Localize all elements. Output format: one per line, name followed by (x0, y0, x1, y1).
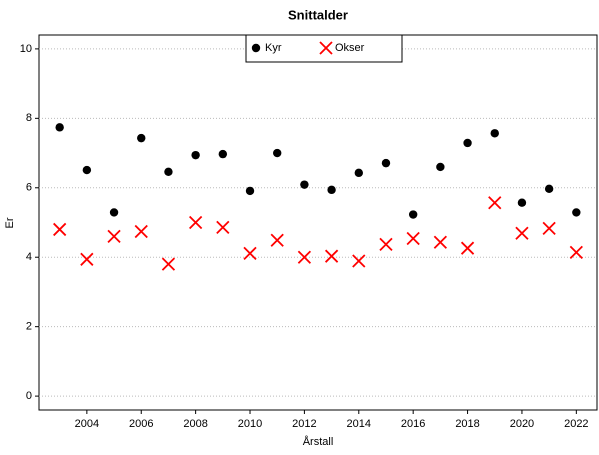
point (381, 158, 391, 168)
point (191, 150, 200, 160)
point (572, 208, 581, 217)
point (134, 224, 148, 239)
x-axis-label: Årstall (303, 435, 334, 448)
point (433, 235, 448, 249)
legend-label: Kyr (265, 42, 282, 54)
y-tick-label: 6 (26, 182, 32, 194)
x-tick-label: 2016 (401, 418, 425, 430)
x-tick-label: 2012 (292, 418, 316, 430)
plot-frame (38, 34, 598, 411)
chart-title: Snittalder (288, 7, 348, 22)
point (245, 186, 255, 196)
point (544, 184, 554, 194)
point (352, 254, 366, 268)
point (188, 215, 203, 230)
y-tick-label: 8 (26, 112, 32, 124)
x-tick-label: 2006 (129, 418, 153, 430)
point (408, 210, 418, 219)
point (460, 241, 475, 255)
point (300, 180, 309, 189)
point (243, 246, 257, 261)
point (80, 252, 94, 266)
point (107, 229, 121, 244)
y-tick-label: 10 (20, 43, 32, 55)
y-tick-label: 4 (26, 251, 32, 263)
x-tick-label: 2010 (238, 418, 262, 430)
x-tick-label: 2014 (347, 418, 371, 430)
point (109, 208, 119, 217)
point (379, 237, 393, 252)
point (327, 185, 336, 195)
y-axis-label: Er (4, 217, 16, 228)
point (406, 231, 420, 246)
legend-label: Okser (335, 42, 365, 54)
legend-box (245, 34, 403, 63)
legend-marker (251, 43, 261, 53)
point (216, 220, 230, 234)
point (490, 129, 499, 138)
point (517, 198, 527, 207)
point (161, 257, 176, 271)
x-tick-label: 2008 (183, 418, 207, 430)
point (55, 123, 64, 132)
x-tick-label: 2022 (564, 418, 588, 430)
point (436, 162, 445, 172)
point (297, 250, 312, 264)
point (137, 133, 146, 143)
point (488, 196, 502, 210)
point (273, 148, 282, 158)
legend-marker (319, 41, 333, 55)
point (354, 168, 363, 178)
point (515, 226, 529, 240)
point (463, 138, 472, 148)
point (569, 245, 583, 259)
x-tick-label: 2020 (510, 418, 534, 430)
point (218, 149, 228, 159)
x-tick-label: 2004 (75, 418, 99, 430)
point (82, 165, 92, 175)
point (542, 221, 556, 236)
point (324, 249, 339, 263)
point (164, 167, 173, 177)
x-tick-label: 2018 (455, 418, 479, 430)
y-tick-label: 0 (26, 390, 32, 402)
point (53, 222, 67, 237)
y-tick-label: 2 (26, 321, 32, 333)
point (270, 233, 284, 247)
